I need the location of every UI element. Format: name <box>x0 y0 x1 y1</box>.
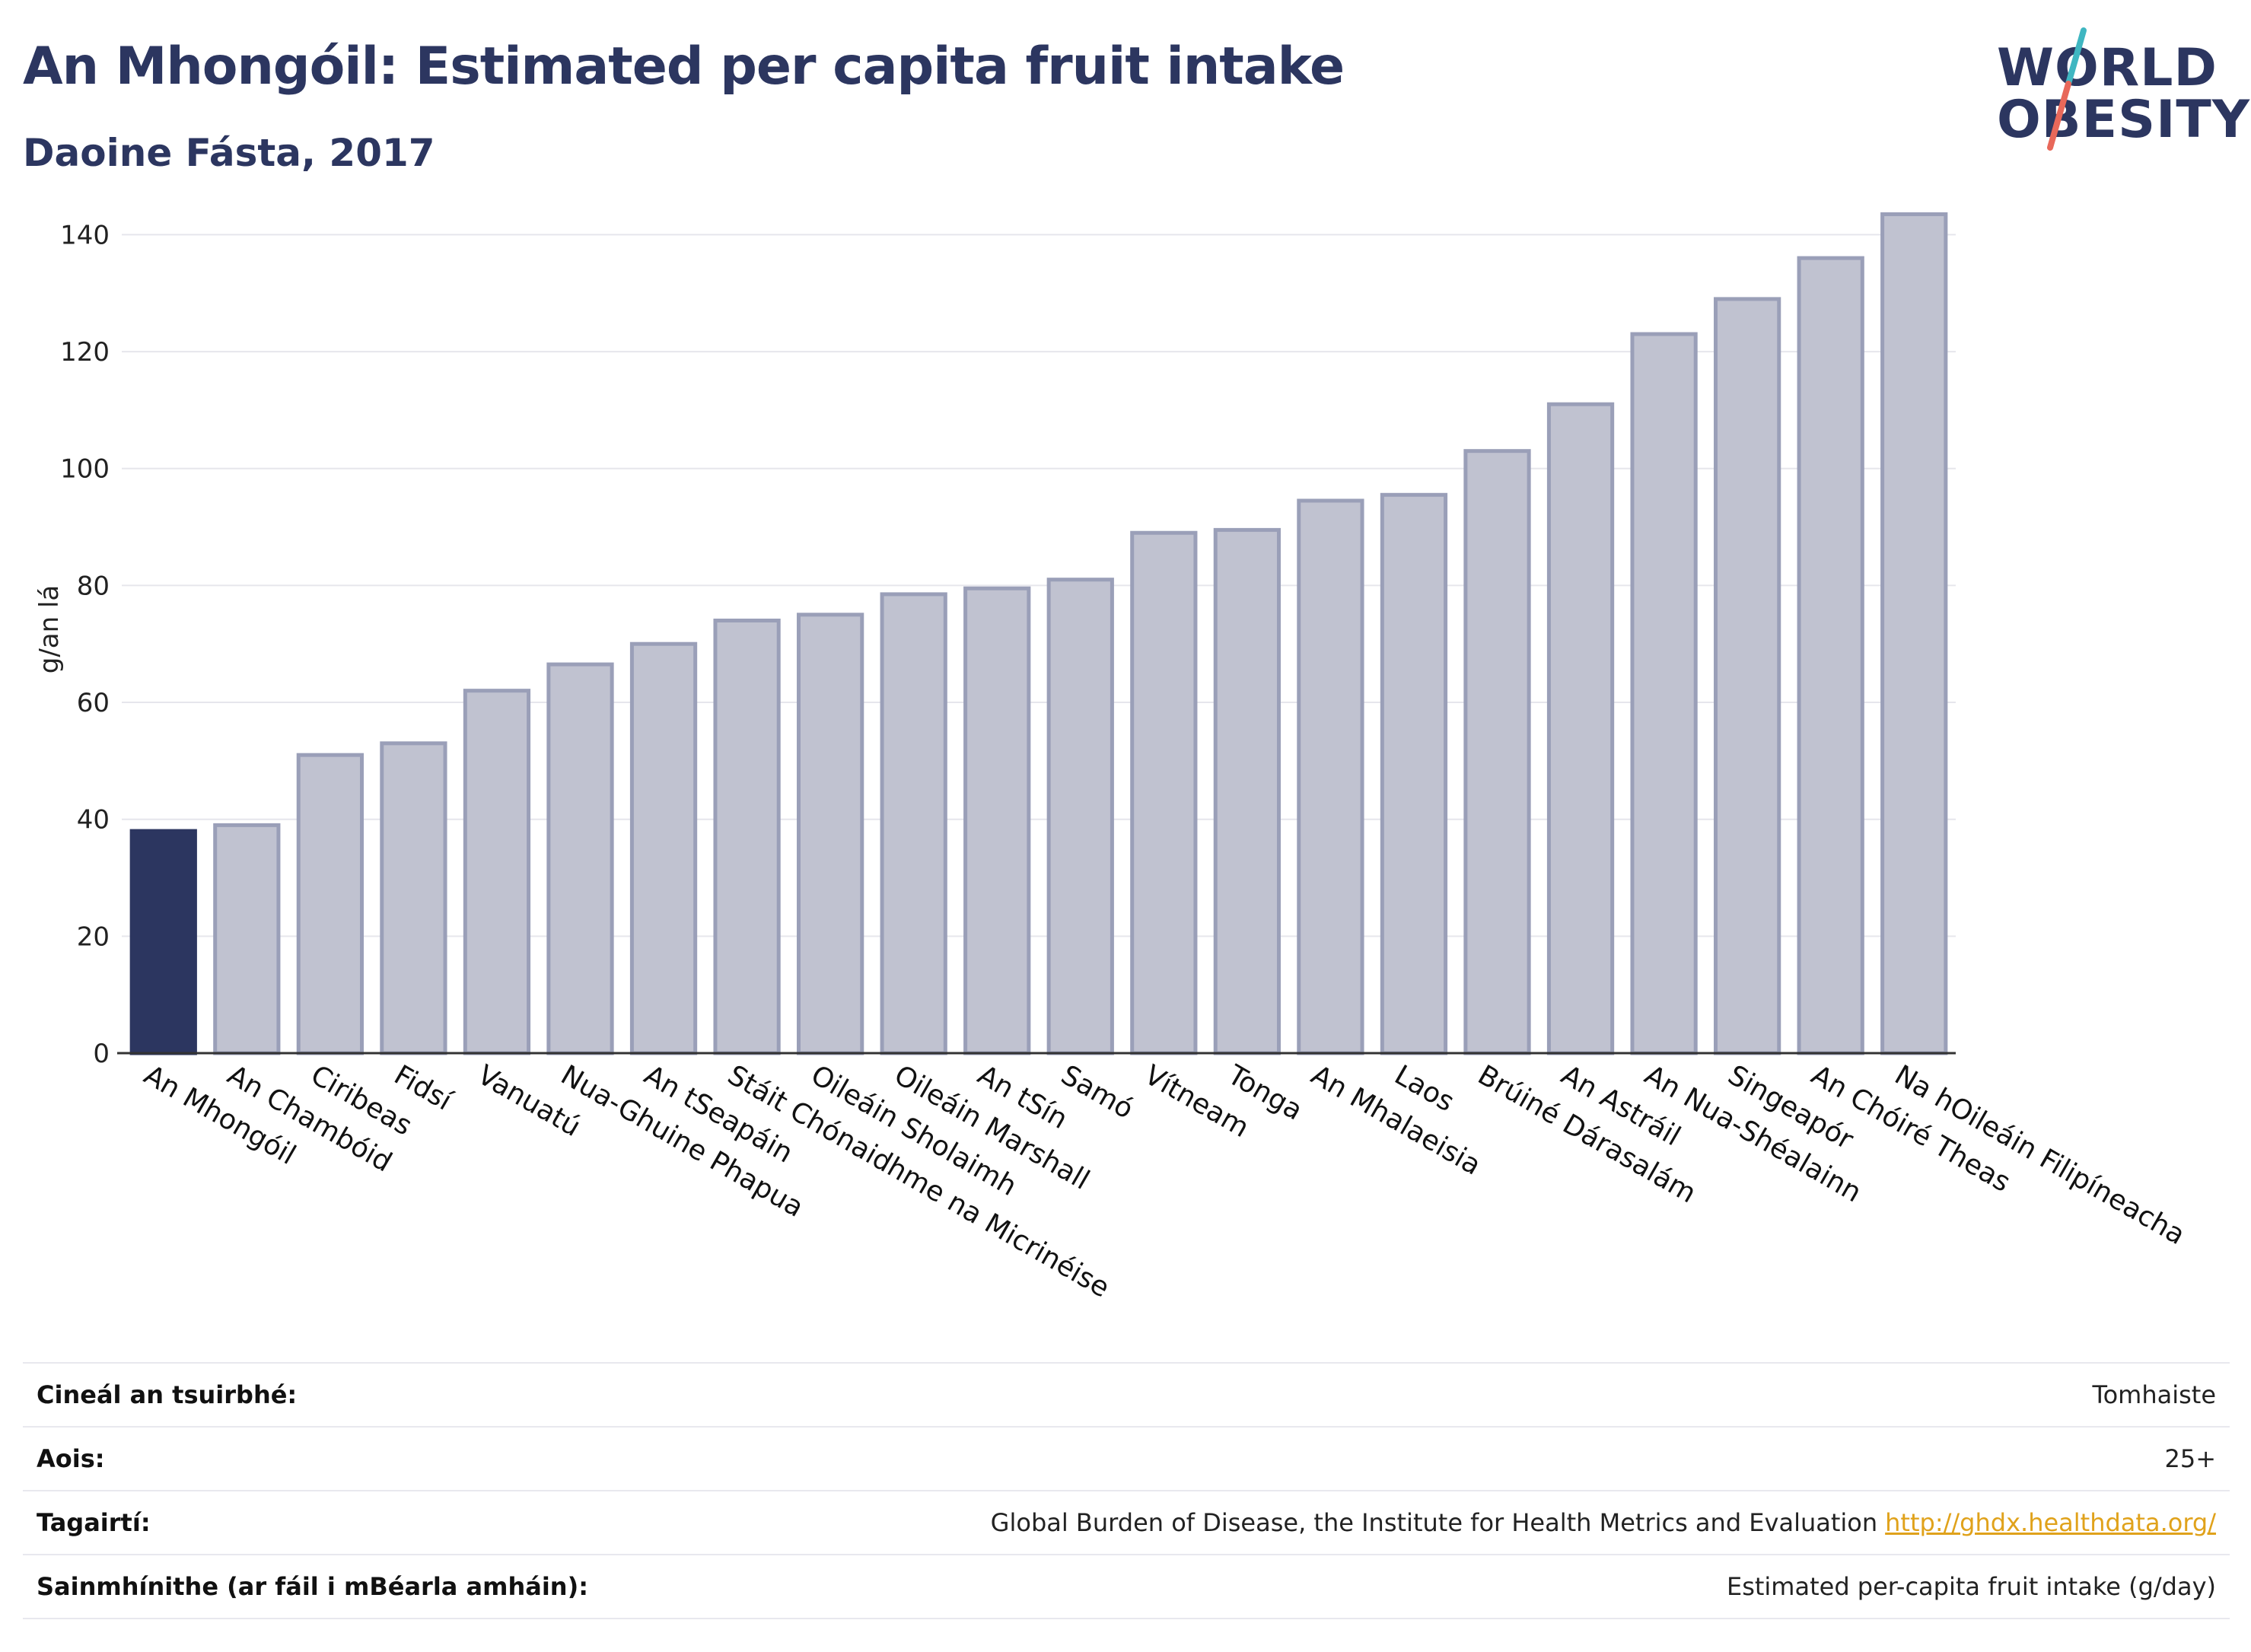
bar <box>963 586 1031 1055</box>
y-tick-label: 140 <box>60 220 110 250</box>
logo-slash-icon <box>2047 27 2087 151</box>
bar <box>1880 212 1948 1055</box>
meta-value-group: Global Burden of Disease, the Institute … <box>991 1508 2216 1537</box>
bar <box>1797 256 1864 1055</box>
bar <box>1213 527 1281 1055</box>
bar <box>1130 530 1198 1055</box>
logo-line-1: WORLD <box>1997 38 2218 98</box>
bar <box>1297 498 1364 1055</box>
bar <box>1714 297 1781 1055</box>
chart-subtitle: Daoine Fásta, 2017 <box>23 131 435 175</box>
bar <box>629 641 698 1055</box>
reference-link[interactable]: http://ghdx.healthdata.org/ <box>1885 1508 2216 1537</box>
bar <box>1046 578 1114 1055</box>
y-tick-label: 100 <box>60 454 110 485</box>
meta-value: 25+ <box>2164 1444 2216 1473</box>
y-tick-label: 120 <box>60 337 110 368</box>
bar-chart: 0 20 40 60 80 100 120 140 g/an lá An MhongóilAn… <box>34 212 2190 1304</box>
meta-row-age: Aois: 25+ <box>23 1426 2230 1490</box>
meta-key: Tagairtí: <box>37 1508 151 1537</box>
metadata-table: Cineál an tsuirbhé: Tomhaiste Aois: 25+ … <box>23 1362 2230 1619</box>
bar <box>797 613 864 1055</box>
meta-value: Global Burden of Disease, the Institute … <box>990 1508 1878 1537</box>
y-axis-ticks: 0 20 40 60 80 100 120 140 <box>60 220 110 1069</box>
bar <box>1380 492 1448 1055</box>
meta-row-references: Tagairtí: Global Burden of Disease, the … <box>23 1490 2230 1554</box>
meta-key: Sainmhínithe (ar fáil i mBéarla amháin): <box>37 1572 588 1601</box>
bar <box>546 662 614 1055</box>
meta-row-survey-type: Cineál an tsuirbhé: Tomhaiste <box>23 1362 2230 1426</box>
meta-value: Estimated per-capita fruit intake (g/day… <box>1726 1572 2216 1601</box>
world-obesity-logo: WORLD OBESITY <box>1986 21 2249 158</box>
y-axis-label: g/an lá <box>34 585 65 674</box>
y-tick-label: 60 <box>77 688 110 718</box>
bars <box>129 212 1948 1055</box>
y-tick-label: 80 <box>77 571 110 601</box>
meta-key: Aois: <box>37 1444 105 1473</box>
y-tick-label: 40 <box>77 805 110 836</box>
bar <box>129 829 197 1055</box>
bar <box>213 823 281 1055</box>
meta-row-definitions: Sainmhínithe (ar fáil i mBéarla amháin):… <box>23 1554 2230 1619</box>
y-tick-label: 20 <box>77 921 110 952</box>
bar <box>380 741 447 1055</box>
bar <box>1630 332 1698 1055</box>
meta-value: Tomhaiste <box>2092 1380 2216 1409</box>
bar <box>880 592 947 1055</box>
chart-title: An Mhongóil: Estimated per capita fruit … <box>23 37 1345 97</box>
bar <box>296 753 364 1055</box>
bar <box>713 618 781 1055</box>
bar <box>1463 449 1531 1055</box>
bar <box>1546 402 1615 1055</box>
logo-line-2: OBESITY <box>1997 90 2250 150</box>
bar <box>463 689 531 1055</box>
y-tick-label: 0 <box>93 1039 110 1069</box>
meta-key: Cineál an tsuirbhé: <box>37 1380 298 1409</box>
